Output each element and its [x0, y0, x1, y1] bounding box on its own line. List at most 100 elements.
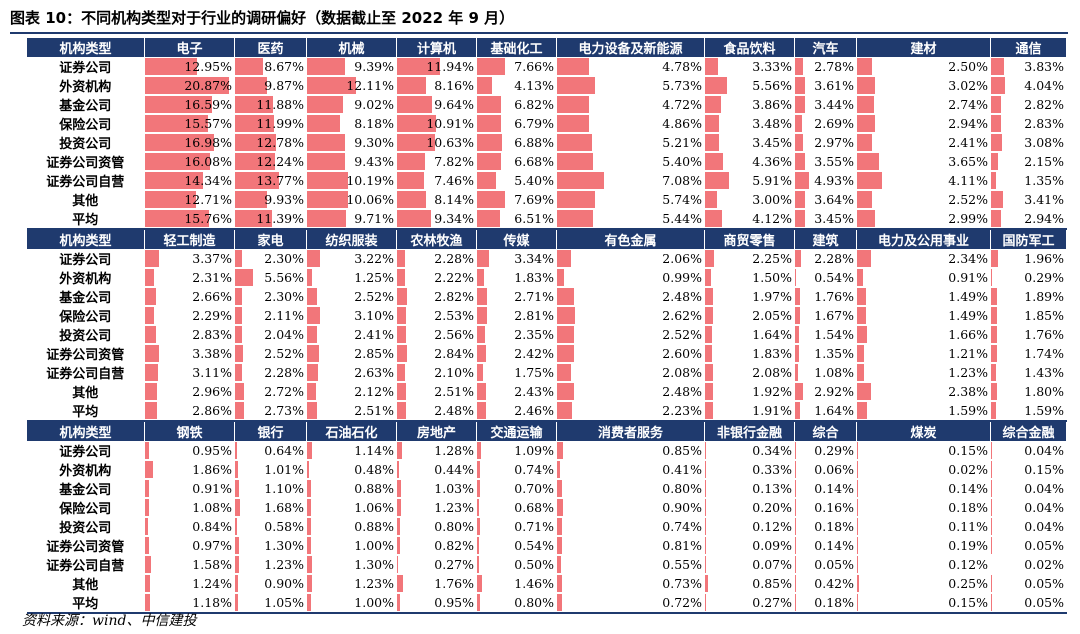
value-bar [991, 402, 997, 419]
value-bar [397, 307, 407, 324]
value-cell: 9.30% [306, 133, 397, 152]
value-cell: 3.33% [704, 57, 795, 76]
value-cell: 0.07% [704, 555, 795, 574]
value-label: 5.56% [264, 270, 304, 285]
row-label: 基金公司 [59, 291, 112, 306]
value-bar [307, 575, 312, 592]
value-bar [795, 153, 805, 170]
value-cell: 0.18% [856, 498, 991, 517]
value-label: 1.92% [752, 384, 792, 399]
value-label: 2.74% [948, 97, 988, 112]
value-cell: 5.40% [556, 152, 705, 171]
value-label: 2.15% [1024, 154, 1064, 169]
value-label: 3.45% [752, 135, 792, 150]
value-label: 2.51% [354, 403, 394, 418]
table-row: 其他 1.24% 0.90% 1.23% 1.76% 1.46% 0.73% 0.85% 0.4… [27, 574, 1067, 593]
value-label: 0.88% [354, 481, 394, 496]
value-label: 2.69% [814, 116, 854, 131]
value-bar [307, 364, 318, 381]
chart-title: 图表 10：不同机构类型对于行业的调研偏好（数据截止至 2022 年 9 月） [10, 9, 515, 27]
value-cell: 2.42% [476, 344, 557, 363]
value-cell: 2.30% [234, 249, 307, 268]
value-cell: 0.42% [794, 574, 857, 593]
value-bar [307, 480, 311, 497]
value-cell: 8.16% [396, 76, 477, 95]
value-cell: 3.48% [704, 114, 795, 133]
value-cell: 1.23% [234, 555, 307, 574]
value-label: 2.85% [354, 346, 394, 361]
value-bar [857, 575, 859, 592]
row-label: 证券公司资管 [46, 156, 125, 171]
value-cell: 7.69% [476, 190, 557, 209]
value-label: 6.79% [514, 116, 554, 131]
value-label: 9.64% [434, 97, 474, 112]
value-label: 1.23% [434, 500, 474, 515]
value-label: 4.12% [752, 211, 792, 226]
value-cell: 0.50% [476, 555, 557, 574]
value-cell: 6.79% [476, 114, 557, 133]
value-bar [795, 172, 809, 189]
column-header: 机械 [306, 38, 397, 57]
column-header: 电力设备及新能源 [556, 38, 705, 57]
value-cell: 0.54% [794, 268, 857, 287]
value-bar [477, 134, 502, 151]
value-bar [307, 442, 312, 459]
value-cell: 1.76% [794, 287, 857, 306]
value-bar [477, 594, 480, 611]
value-bar [477, 172, 497, 189]
value-cell: 2.22% [396, 268, 477, 287]
value-bar [145, 134, 214, 151]
value-label: 0.88% [354, 519, 394, 534]
value-cell: 1.24% [144, 574, 235, 593]
value-label: 14.34% [184, 173, 232, 188]
value-cell: 16.08% [144, 152, 235, 171]
value-bar [991, 153, 999, 170]
value-label: 0.16% [814, 500, 854, 515]
value-label: 9.71% [354, 211, 394, 226]
value-cell: 1.46% [476, 574, 557, 593]
value-label: 1.06% [354, 500, 394, 515]
value-label: 3.38% [192, 346, 232, 361]
value-bar [307, 461, 309, 478]
column-header: 基础化工 [476, 38, 557, 57]
value-label: 0.55% [662, 557, 702, 572]
value-cell: 2.92% [794, 382, 857, 401]
value-label: 3.64% [814, 192, 854, 207]
value-bar [557, 364, 571, 381]
value-bar [397, 288, 408, 305]
value-label: 4.04% [1024, 78, 1064, 93]
value-cell: 0.88% [306, 479, 397, 498]
value-label: 1.76% [1024, 327, 1064, 342]
value-cell: 0.27% [396, 555, 477, 574]
value-cell: 1.80% [990, 382, 1067, 401]
value-label: 3.48% [752, 116, 792, 131]
value-bar [145, 115, 208, 132]
value-label: 1.21% [948, 346, 988, 361]
value-label: 2.48% [662, 289, 702, 304]
value-label: 2.73% [264, 403, 304, 418]
value-cell: 1.59% [990, 401, 1067, 422]
value-cell: 2.15% [990, 152, 1067, 171]
value-bar [307, 77, 356, 94]
value-cell: 15.57% [144, 114, 235, 133]
value-label: 3.41% [1024, 192, 1064, 207]
value-label: 1.58% [192, 557, 232, 572]
value-cell: 13.77% [234, 171, 307, 190]
value-label: 5.73% [662, 78, 702, 93]
value-bar [795, 77, 805, 94]
value-label: 0.80% [662, 481, 702, 496]
value-label: 1.35% [814, 346, 854, 361]
value-bar [477, 250, 489, 267]
value-cell: 2.94% [990, 209, 1067, 230]
column-header: 银行 [234, 422, 307, 441]
value-bar [705, 383, 713, 400]
value-cell: 3.45% [794, 209, 857, 230]
table-row: 其他 2.96% 2.72% 2.12% 2.51% 2.43% 2.48% 1.92% 2.9… [27, 382, 1067, 401]
value-bar [477, 575, 483, 592]
value-bar [795, 288, 800, 305]
value-cell: 1.85% [990, 306, 1067, 325]
row-label: 证券公司 [59, 445, 112, 460]
value-cell: 1.86% [144, 460, 235, 479]
value-cell: 0.11% [856, 517, 991, 536]
value-label: 1.64% [814, 403, 854, 418]
